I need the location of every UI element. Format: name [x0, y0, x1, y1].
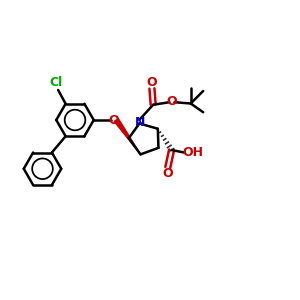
Text: Cl: Cl	[49, 76, 62, 89]
Text: O: O	[163, 167, 173, 180]
Text: N: N	[135, 116, 145, 129]
Text: O: O	[108, 113, 119, 127]
Text: OH: OH	[182, 146, 203, 159]
Polygon shape	[114, 118, 140, 154]
Text: O: O	[167, 95, 177, 108]
Text: O: O	[147, 76, 157, 89]
